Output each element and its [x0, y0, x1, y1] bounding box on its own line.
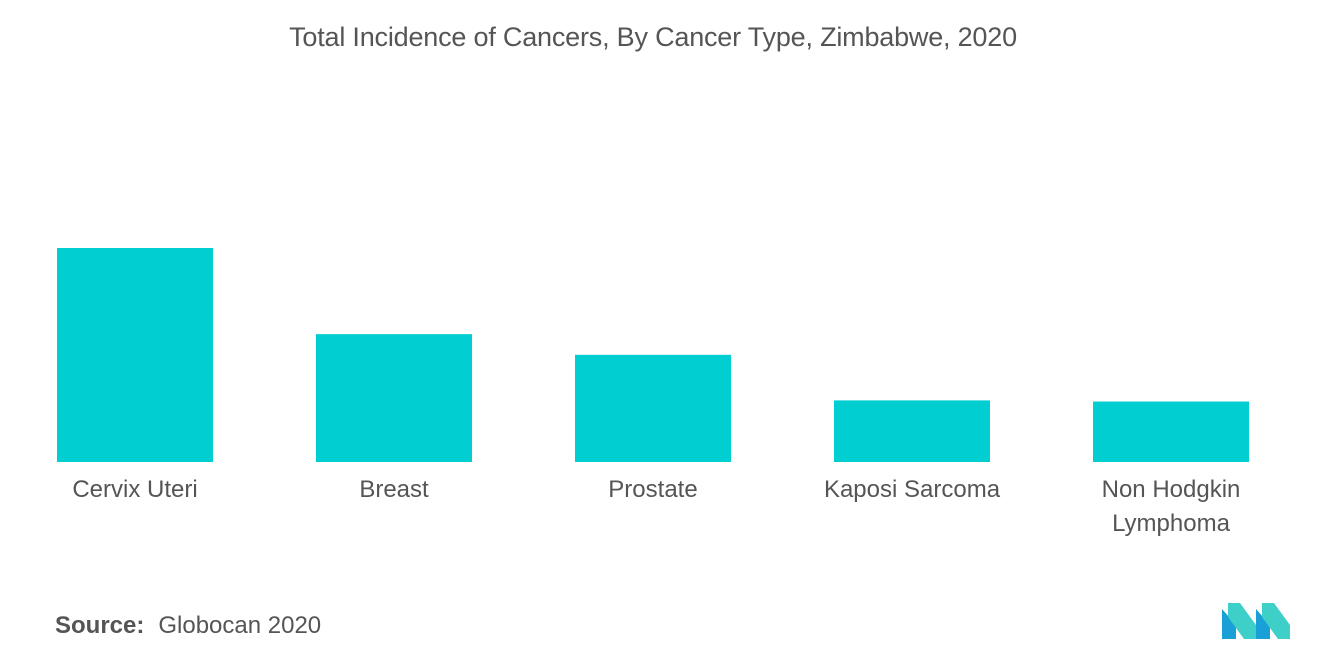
category-label-line: Prostate	[608, 476, 697, 503]
category-label-2: Prostate	[608, 476, 697, 503]
source-note: Source: Globocan 2020	[55, 612, 321, 640]
category-label-3: Kaposi Sarcoma	[824, 476, 1001, 503]
category-label-line: Lymphoma	[1112, 510, 1230, 537]
bar-3	[834, 400, 990, 462]
company-logo-icon	[1222, 603, 1290, 639]
chart-title: Total Incidence of Cancers, By Cancer Ty…	[289, 22, 1017, 52]
category-label-1: Breast	[359, 476, 429, 503]
bar-1	[316, 334, 472, 462]
bar-4	[1093, 401, 1249, 462]
category-label-line: Cervix Uteri	[72, 476, 197, 503]
source-text: Globocan 2020	[158, 612, 322, 639]
source-label: Source:	[55, 612, 145, 639]
category-label-line: Breast	[359, 476, 429, 503]
bar-2	[575, 354, 731, 462]
category-label-4: Non Hodgkin Lymphoma	[1102, 476, 1241, 537]
bar-0	[57, 248, 213, 462]
category-label-line: Non Hodgkin	[1102, 476, 1241, 503]
category-label-line: Kaposi Sarcoma	[824, 476, 1001, 503]
category-label-0: Cervix Uteri	[72, 476, 197, 503]
